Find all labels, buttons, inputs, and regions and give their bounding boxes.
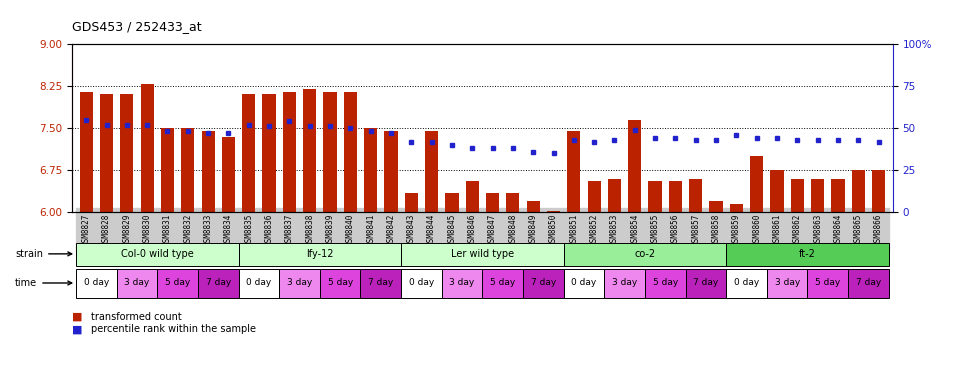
- Text: ft-2: ft-2: [799, 249, 816, 259]
- Text: 5 day: 5 day: [815, 279, 840, 287]
- Bar: [344, 92, 357, 212]
- Text: 5 day: 5 day: [653, 279, 678, 287]
- Text: lfy-12: lfy-12: [306, 249, 334, 259]
- Text: transformed count: transformed count: [91, 311, 182, 322]
- Bar: [303, 89, 316, 212]
- Text: 3 day: 3 day: [125, 279, 150, 287]
- Bar: [405, 193, 418, 212]
- Bar: [181, 128, 195, 212]
- Text: 0 day: 0 day: [84, 279, 109, 287]
- Bar: [76, 243, 239, 266]
- Bar: [198, 269, 239, 298]
- Text: Ler wild type: Ler wild type: [451, 249, 514, 259]
- Bar: [384, 131, 397, 212]
- Bar: [80, 92, 93, 212]
- Bar: [669, 182, 682, 212]
- Bar: [811, 179, 825, 212]
- Bar: [506, 193, 519, 212]
- Bar: [726, 269, 767, 298]
- Text: 0 day: 0 day: [409, 279, 434, 287]
- Text: 3 day: 3 day: [287, 279, 312, 287]
- Text: 7 day: 7 day: [693, 279, 718, 287]
- Bar: [564, 269, 604, 298]
- Bar: [283, 92, 296, 212]
- Bar: [320, 269, 361, 298]
- Bar: [361, 269, 401, 298]
- Bar: [486, 193, 499, 212]
- Text: 0 day: 0 day: [247, 279, 272, 287]
- Text: 5 day: 5 day: [165, 279, 190, 287]
- Text: Col-0 wild type: Col-0 wild type: [121, 249, 194, 259]
- Bar: [527, 201, 540, 212]
- Text: co-2: co-2: [635, 249, 656, 259]
- Text: 5 day: 5 day: [327, 279, 353, 287]
- Text: 7 day: 7 day: [205, 279, 231, 287]
- Bar: [685, 269, 726, 298]
- Text: 5 day: 5 day: [491, 279, 516, 287]
- Text: 7 day: 7 day: [855, 279, 881, 287]
- Bar: [202, 131, 215, 212]
- Bar: [239, 269, 279, 298]
- Bar: [401, 243, 564, 266]
- Bar: [726, 243, 889, 266]
- Bar: [872, 170, 885, 212]
- Bar: [608, 179, 621, 212]
- Bar: [262, 94, 276, 212]
- Bar: [140, 84, 154, 212]
- Bar: [649, 182, 661, 212]
- Bar: [76, 269, 117, 298]
- Bar: [324, 92, 337, 212]
- Bar: [852, 170, 865, 212]
- Bar: [791, 179, 804, 212]
- Bar: [604, 269, 645, 298]
- Bar: [222, 137, 235, 212]
- Text: 7 day: 7 day: [369, 279, 394, 287]
- Bar: [117, 269, 157, 298]
- Text: GDS453 / 252433_at: GDS453 / 252433_at: [72, 20, 202, 33]
- Text: 7 day: 7 day: [531, 279, 556, 287]
- Bar: [588, 182, 601, 212]
- Text: ■: ■: [72, 324, 83, 335]
- Bar: [547, 211, 560, 212]
- Bar: [442, 269, 482, 298]
- Bar: [831, 179, 845, 212]
- Bar: [848, 269, 889, 298]
- Bar: [628, 120, 641, 212]
- Bar: [770, 170, 783, 212]
- Bar: [482, 269, 523, 298]
- Bar: [157, 269, 198, 298]
- Bar: [100, 94, 113, 212]
- Bar: [425, 131, 438, 212]
- Bar: [466, 182, 479, 212]
- Bar: [689, 179, 703, 212]
- Bar: [239, 243, 401, 266]
- Bar: [279, 269, 320, 298]
- Bar: [807, 269, 848, 298]
- Text: percentile rank within the sample: percentile rank within the sample: [91, 324, 256, 335]
- Bar: [445, 193, 459, 212]
- Bar: [564, 243, 726, 266]
- Text: 3 day: 3 day: [449, 279, 474, 287]
- Bar: [709, 201, 723, 212]
- Text: ■: ■: [72, 311, 83, 322]
- Text: time: time: [15, 278, 72, 288]
- Bar: [242, 94, 255, 212]
- Bar: [645, 269, 685, 298]
- Bar: [120, 94, 133, 212]
- Text: 3 day: 3 day: [612, 279, 637, 287]
- Text: strain: strain: [15, 249, 72, 259]
- Bar: [750, 156, 763, 212]
- Text: 0 day: 0 day: [571, 279, 596, 287]
- Bar: [730, 204, 743, 212]
- Bar: [767, 269, 807, 298]
- Bar: [364, 128, 377, 212]
- Bar: [401, 269, 442, 298]
- Bar: [567, 131, 581, 212]
- Bar: [523, 269, 564, 298]
- Bar: [161, 128, 174, 212]
- Text: 3 day: 3 day: [775, 279, 800, 287]
- Text: 0 day: 0 day: [733, 279, 759, 287]
